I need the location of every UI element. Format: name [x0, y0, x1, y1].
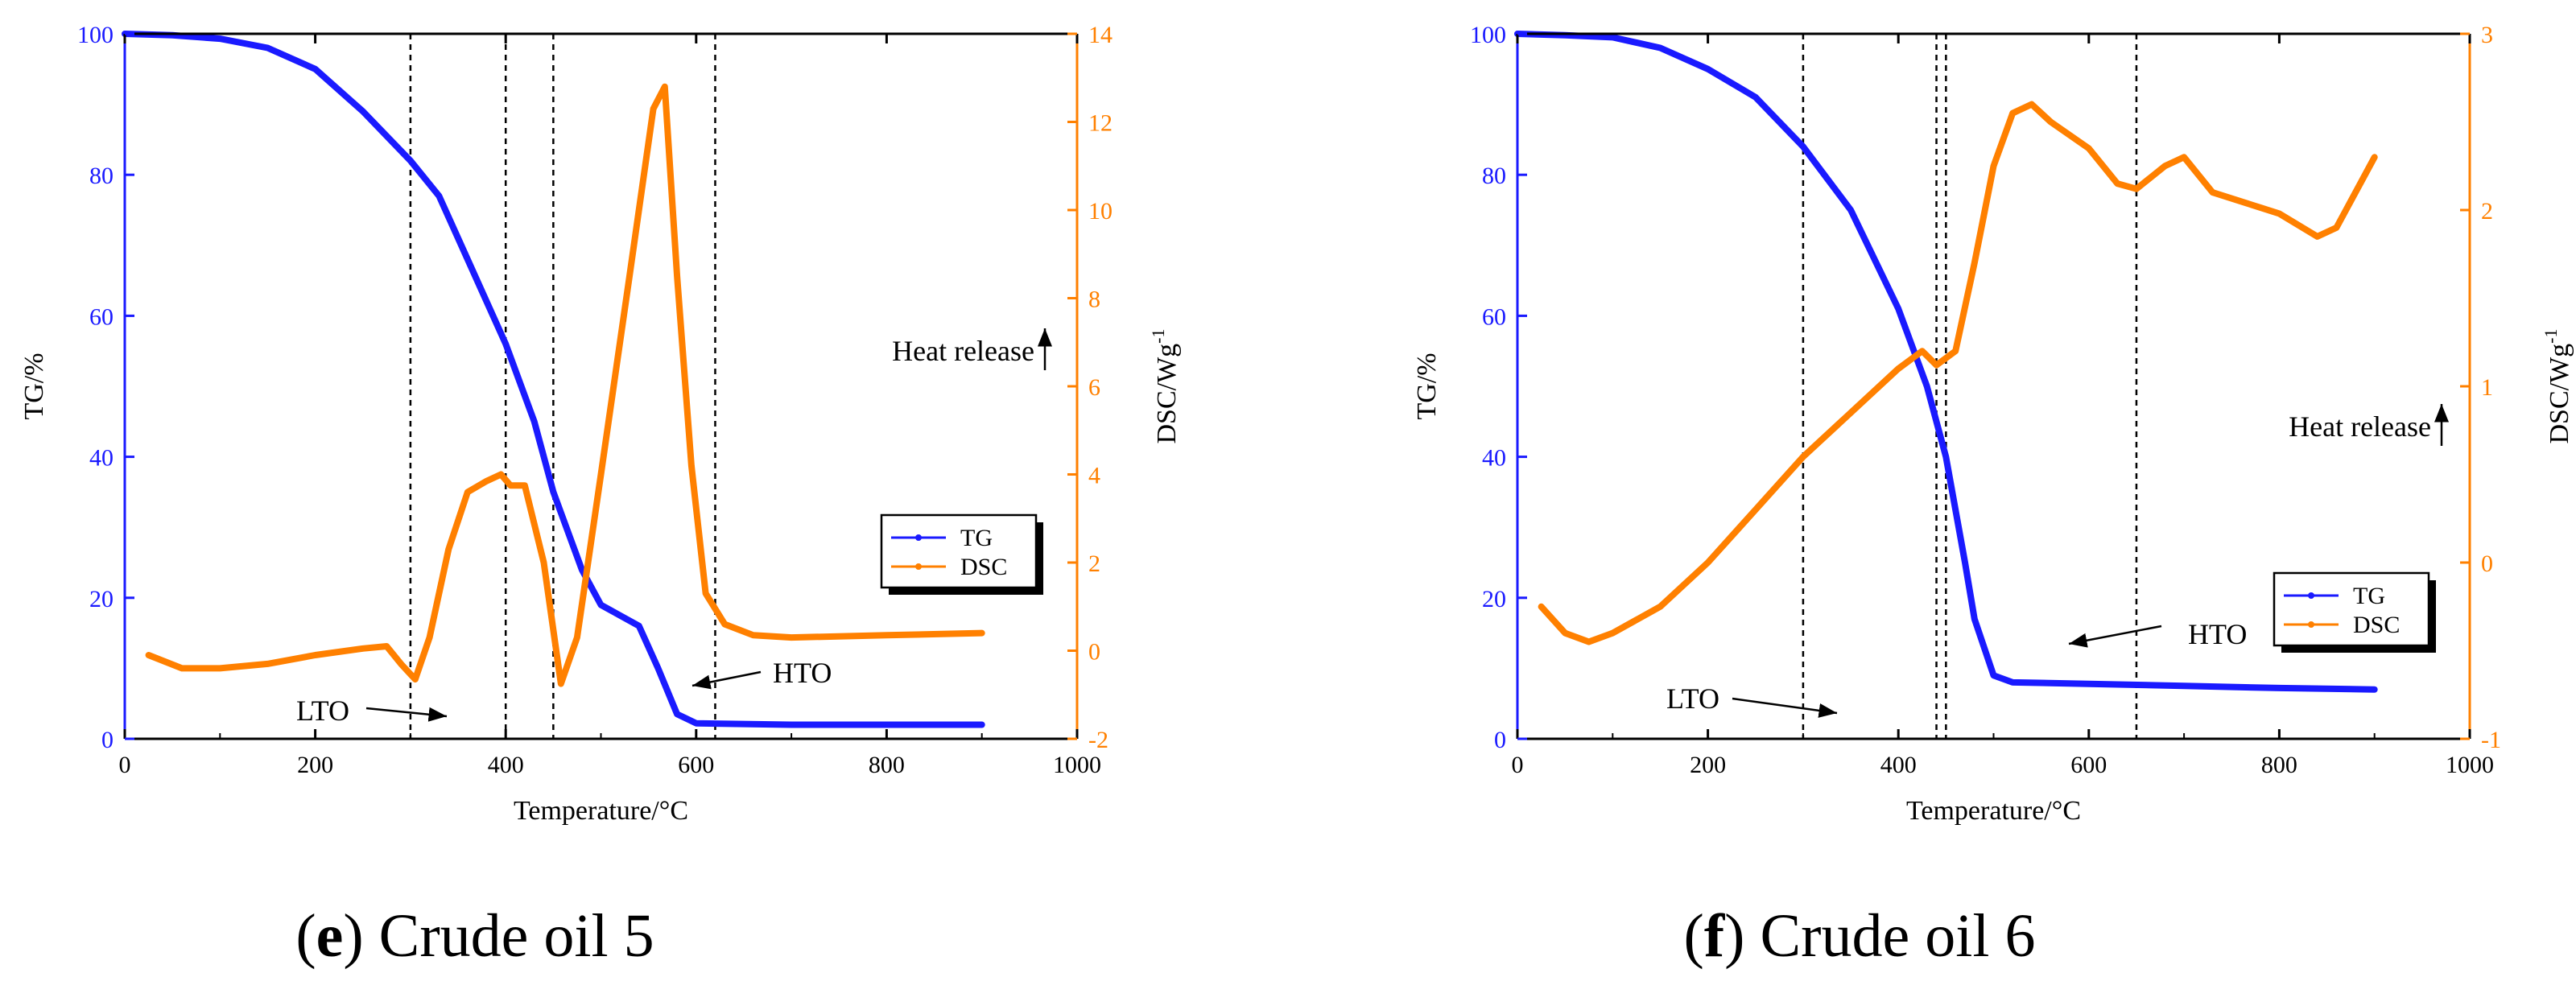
- panel-caption-f: (f) Crude oil 6: [1457, 901, 2262, 971]
- legend-label-dsc: DSC: [2353, 612, 2400, 638]
- x-tick-label: 0: [1512, 752, 1524, 778]
- hto-arrow: [691, 670, 762, 690]
- x-tick-label: 800: [869, 752, 905, 778]
- series-line-tg: [122, 31, 985, 728]
- right-axis-title: DSC/Wg-1: [1148, 328, 1182, 443]
- right-tick-label: 2: [1088, 550, 1100, 577]
- panel-e: 0 200 400 600 800 1000 0 20 40 60 80 100 -2 0 2 4 6 8 10 12…: [19, 22, 1182, 826]
- right-axis-title-main: DSC/Wg: [1152, 344, 1182, 444]
- x-tick-label: 800: [2261, 752, 2297, 778]
- x-tick-label: 1000: [1053, 752, 1101, 778]
- right-axis-title-sup: -1: [2541, 328, 2561, 343]
- legend-label-tg: TG: [960, 525, 993, 551]
- right-tick-label: 10: [1088, 198, 1113, 225]
- hto-arrow: [2068, 625, 2162, 648]
- caption-letter: e: [316, 902, 344, 970]
- right-tick-label: 14: [1088, 22, 1113, 48]
- legend-box: [2273, 571, 2430, 647]
- left-tick-label: 100: [77, 22, 114, 48]
- x-tick-label: 600: [678, 752, 714, 778]
- left-tick-label: 60: [89, 303, 114, 330]
- right-tick-label: 0: [1088, 639, 1100, 666]
- legend-label-dsc: DSC: [960, 554, 1007, 580]
- right-axis-title: DSC/Wg-1: [2541, 328, 2574, 443]
- series-line-dsc: [1538, 101, 2378, 645]
- caption-text: ) Crude oil 5: [343, 902, 654, 970]
- caption-open: (: [295, 902, 316, 970]
- left-tick-label: 60: [1482, 303, 1506, 330]
- right-tick-label: 4: [1088, 463, 1100, 489]
- heat-release-label: Heat release: [892, 335, 1034, 367]
- right-tick-label: 6: [1088, 374, 1100, 401]
- right-axis-title-main: DSC/Wg: [2545, 344, 2574, 444]
- legend-box: [880, 513, 1038, 589]
- heat-release-label: Heat release: [2289, 410, 2431, 443]
- series-line-tg: [1514, 31, 2378, 693]
- left-tick-label: 40: [89, 445, 114, 472]
- lto-arrow: [365, 707, 448, 722]
- left-axis-title: TG/%: [19, 353, 49, 419]
- hto-label: HTO: [773, 657, 832, 689]
- legend-swatch-marker-tg: [915, 534, 922, 541]
- lto-arrow: [1732, 697, 1838, 718]
- right-tick-label: 0: [2481, 550, 2493, 577]
- right-tick-label: 3: [2481, 22, 2493, 48]
- left-axis-title: TG/%: [1412, 353, 1442, 419]
- right-tick-label: 2: [2481, 198, 2493, 225]
- x-tick-label: 200: [1690, 752, 1726, 778]
- left-tick-label: 0: [101, 727, 114, 753]
- panel-caption-e: (e) Crude oil 5: [72, 901, 877, 971]
- x-tick-label: 400: [1880, 752, 1917, 778]
- x-axis-title: Temperature/°C: [514, 796, 688, 826]
- x-axis-title: Temperature/°C: [1906, 796, 2081, 826]
- x-tick-label: 400: [488, 752, 524, 778]
- caption-open: (: [1683, 902, 1704, 970]
- right-tick-label: -2: [1088, 727, 1108, 753]
- x-tick-label: 0: [119, 752, 131, 778]
- left-tick-label: 80: [89, 163, 114, 189]
- right-tick-label: -1: [2481, 727, 2501, 753]
- x-tick-label: 1000: [2446, 752, 2494, 778]
- series-line-dsc: [145, 83, 985, 687]
- lto-label: LTO: [1666, 682, 1719, 715]
- caption-letter: f: [1703, 902, 1725, 970]
- left-tick-label: 100: [1470, 22, 1506, 48]
- legend-swatch-marker-dsc: [915, 563, 922, 570]
- legend-swatch-marker-dsc: [2308, 621, 2314, 628]
- right-tick-label: 12: [1088, 110, 1113, 137]
- right-axis-title-sup: -1: [1148, 328, 1168, 343]
- legend-swatch-marker-tg: [2308, 592, 2314, 599]
- x-tick-label: 200: [297, 752, 333, 778]
- left-tick-label: 0: [1494, 727, 1506, 753]
- right-tick-label: 1: [2481, 374, 2493, 401]
- left-tick-label: 20: [89, 586, 114, 612]
- right-tick-label: 8: [1088, 287, 1100, 313]
- lto-label: LTO: [296, 695, 349, 727]
- x-tick-label: 600: [2070, 752, 2107, 778]
- hto-label: HTO: [2188, 618, 2247, 650]
- legend-label-tg: TG: [2353, 583, 2385, 609]
- panel-f: 0 200 400 600 800 1000 0 20 40 60 80 100 -1 0 1 2 3 Tempe…: [1412, 22, 2574, 826]
- caption-text: ) Crude oil 6: [1724, 902, 2036, 970]
- left-tick-label: 80: [1482, 163, 1506, 189]
- left-tick-label: 20: [1482, 586, 1506, 612]
- left-tick-label: 40: [1482, 445, 1506, 472]
